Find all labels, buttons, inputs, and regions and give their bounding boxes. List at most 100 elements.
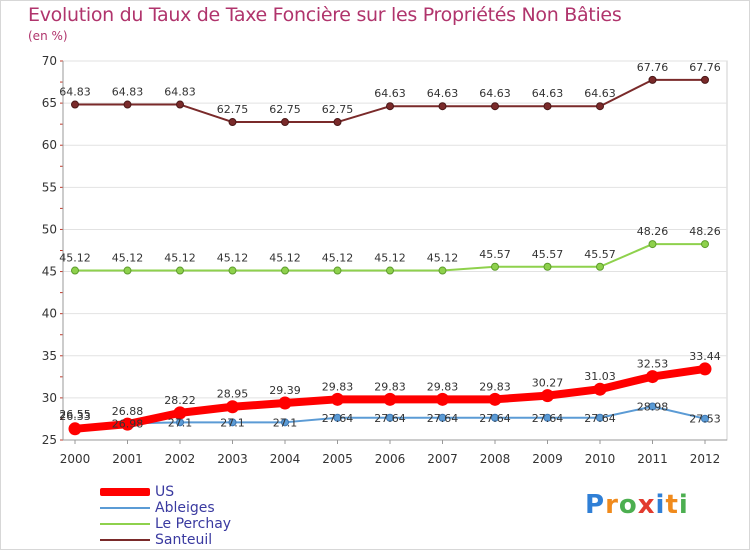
legend-swatch-us xyxy=(100,488,150,496)
data-label-ableiges-2010: 27.64 xyxy=(584,412,616,425)
data-label-le-perchay-2003: 45.12 xyxy=(217,252,249,265)
x-tick-label-2008: 2008 xyxy=(480,452,511,466)
data-label-le-perchay-2002: 45.12 xyxy=(164,252,196,265)
data-label-us-2008: 29.83 xyxy=(479,380,511,393)
point-le-perchay-2008 xyxy=(491,262,499,271)
legend-swatch-le-perchay xyxy=(100,523,150,525)
point-le-perchay-2007 xyxy=(438,266,447,275)
point-santeuil-2001 xyxy=(123,100,132,109)
data-label-us-2004: 29.39 xyxy=(269,384,301,397)
legend-label-ableiges: Ableiges xyxy=(155,500,215,516)
data-label-santeuil-2009: 64.63 xyxy=(532,87,564,100)
y-tick-label-50: 50 xyxy=(42,222,57,236)
point-us-2000 xyxy=(68,422,82,436)
x-tick-label-2007: 2007 xyxy=(427,452,458,466)
data-label-ableiges-2008: 27.64 xyxy=(479,412,511,425)
data-label-santeuil-2000: 64.83 xyxy=(59,86,91,99)
legend-item-santeuil: Santeuil xyxy=(100,532,400,549)
x-tick-label-2005: 2005 xyxy=(322,452,353,466)
data-label-santeuil-2006: 64.63 xyxy=(374,87,406,100)
data-label-le-perchay-2006: 45.12 xyxy=(374,252,406,265)
y-tick-label-35: 35 xyxy=(42,349,57,363)
point-ableiges-2005 xyxy=(333,413,342,422)
y-tick-label-25: 25 xyxy=(42,433,57,447)
point-le-perchay-2011 xyxy=(648,240,657,249)
data-label-le-perchay-2010: 45.57 xyxy=(584,248,616,261)
x-tick-label-2003: 2003 xyxy=(217,452,248,466)
data-label-le-perchay-2012: 48.26 xyxy=(689,225,721,238)
point-santeuil-2008 xyxy=(491,102,499,111)
data-label-le-perchay-2008: 45.57 xyxy=(479,248,511,261)
y-tick-label-45: 45 xyxy=(42,265,57,279)
point-ableiges-2011 xyxy=(648,402,657,411)
legend-item-ableiges: Ableiges xyxy=(100,500,400,517)
data-label-santeuil-2004: 62.75 xyxy=(269,103,301,116)
data-label-ableiges-2011: 28.98 xyxy=(637,400,669,413)
data-label-ableiges-2004: 27.1 xyxy=(273,416,298,429)
y-tick-label-60: 60 xyxy=(42,138,57,152)
data-label-ableiges-2007: 27.64 xyxy=(427,412,459,425)
point-us-2008 xyxy=(488,392,502,406)
data-label-us-2001: 26.88 xyxy=(112,405,144,418)
legend-label-us: US xyxy=(155,484,175,500)
point-le-perchay-2006 xyxy=(386,266,394,275)
data-label-ableiges-2000: 26.55 xyxy=(59,408,91,421)
x-tick-label-2001: 2001 xyxy=(112,452,143,466)
point-us-2012 xyxy=(698,362,712,376)
point-santeuil-2004 xyxy=(281,118,289,127)
point-us-2010 xyxy=(593,382,607,396)
data-label-ableiges-2012: 27.53 xyxy=(689,413,721,426)
plot-area xyxy=(62,60,728,441)
data-label-us-2000: 26.33 xyxy=(59,410,91,423)
point-us-2004 xyxy=(278,396,292,410)
data-label-le-perchay-2004: 45.12 xyxy=(269,252,301,265)
data-label-us-2012: 33.44 xyxy=(689,350,721,363)
point-le-perchay-2003 xyxy=(228,266,237,275)
point-ableiges-2008 xyxy=(491,413,499,422)
data-label-ableiges-2009: 27.64 xyxy=(532,412,564,425)
data-label-ableiges-2006: 27.64 xyxy=(374,412,406,425)
x-tick-label-2002: 2002 xyxy=(165,452,196,466)
point-us-2007 xyxy=(436,392,449,406)
y-tick-label-70: 70 xyxy=(42,54,57,68)
point-ableiges-2012 xyxy=(701,414,709,423)
legend: US Ableiges Le Perchay Santeuil xyxy=(100,484,400,549)
legend-item-le-perchay: Le Perchay xyxy=(100,516,400,533)
proxiti-logo: Proxiti xyxy=(585,490,689,520)
data-label-us-2006: 29.83 xyxy=(374,380,406,393)
x-tick-label-2004: 2004 xyxy=(270,452,301,466)
point-ableiges-2007 xyxy=(438,413,447,422)
x-tick-label-2012: 2012 xyxy=(690,452,721,466)
point-us-2001 xyxy=(121,417,134,431)
point-le-perchay-2010 xyxy=(596,262,604,271)
data-label-ableiges-2003: 27.1 xyxy=(220,416,245,429)
data-label-le-perchay-2000: 45.12 xyxy=(59,252,91,265)
point-us-2003 xyxy=(226,400,239,414)
point-santeuil-2011 xyxy=(648,75,657,84)
data-label-us-2009: 30.27 xyxy=(532,377,564,390)
data-label-santeuil-2002: 64.83 xyxy=(164,86,196,99)
point-us-2006 xyxy=(383,392,397,406)
legend-label-santeuil: Santeuil xyxy=(155,532,213,548)
data-label-le-perchay-2001: 45.12 xyxy=(112,252,144,265)
data-label-santeuil-2007: 64.63 xyxy=(427,87,459,100)
point-ableiges-2006 xyxy=(386,413,394,422)
data-label-us-2002: 28.22 xyxy=(164,394,196,407)
point-ableiges-2003 xyxy=(228,418,237,427)
x-tick-label-2011: 2011 xyxy=(637,452,668,466)
y-tick-label-55: 55 xyxy=(42,180,57,194)
data-label-santeuil-2011: 67.76 xyxy=(637,61,669,74)
point-ableiges-2009 xyxy=(543,413,552,422)
data-label-santeuil-2003: 62.75 xyxy=(217,103,249,116)
point-santeuil-2006 xyxy=(386,102,394,111)
data-label-ableiges-2005: 27.64 xyxy=(322,412,354,425)
point-ableiges-2010 xyxy=(596,413,604,422)
point-us-2005 xyxy=(331,392,344,406)
data-label-ableiges-2001: 26.98 xyxy=(112,417,144,430)
data-label-le-perchay-2007: 45.12 xyxy=(427,252,459,265)
x-tick-label-2010: 2010 xyxy=(585,452,616,466)
legend-label-le-perchay: Le Perchay xyxy=(155,516,232,532)
y-tick-label-30: 30 xyxy=(42,391,57,405)
point-ableiges-2004 xyxy=(281,418,289,427)
point-le-perchay-2009 xyxy=(543,262,552,271)
